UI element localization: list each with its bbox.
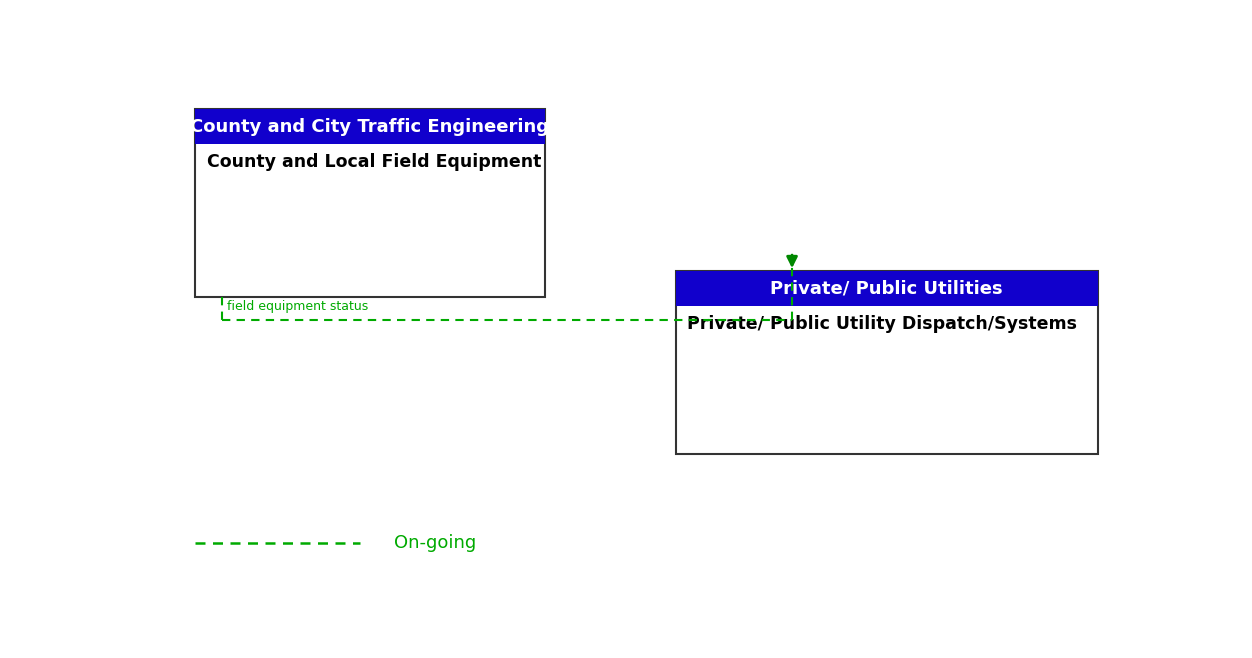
Text: Private/ Public Utilities: Private/ Public Utilities <box>770 280 1003 297</box>
Text: Private/ Public Utility Dispatch/Systems: Private/ Public Utility Dispatch/Systems <box>687 315 1077 333</box>
Text: County and City Traffic Engineering: County and City Traffic Engineering <box>190 118 550 136</box>
Bar <box>676 272 1098 306</box>
Bar <box>195 109 545 144</box>
Text: field equipment status: field equipment status <box>228 300 368 313</box>
Bar <box>676 272 1098 454</box>
Bar <box>195 109 545 297</box>
Text: On-going: On-going <box>394 534 477 551</box>
Text: County and Local Field Equipment: County and Local Field Equipment <box>207 153 541 171</box>
